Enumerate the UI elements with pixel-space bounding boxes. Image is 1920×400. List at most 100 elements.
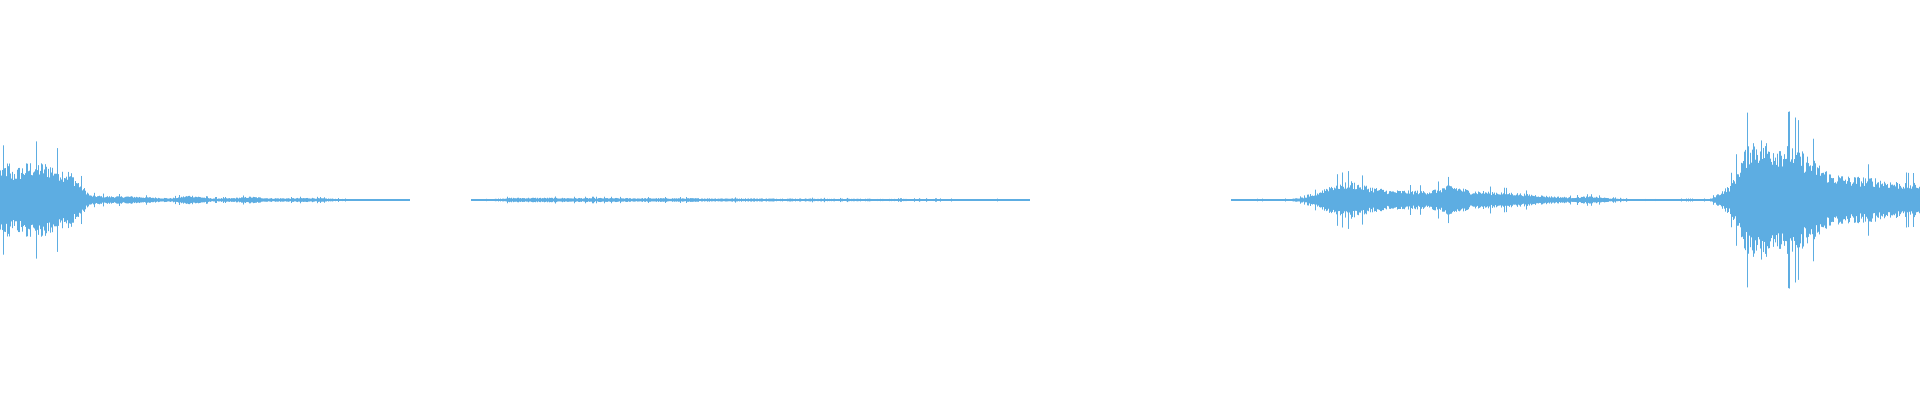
waveform-bar (1464, 191, 1465, 209)
waveform-bar (1873, 186, 1874, 214)
waveform-bar (1419, 193, 1420, 207)
waveform-bar (651, 198, 652, 202)
waveform-bar (1867, 181, 1868, 219)
waveform-bar (159, 198, 160, 202)
waveform-bar (1490, 186, 1491, 214)
waveform-bar (494, 198, 495, 202)
waveform-bar (1508, 194, 1509, 206)
waveform-bar (1577, 195, 1578, 205)
waveform-bar (1688, 198, 1689, 202)
waveform-bar (588, 198, 589, 202)
waveform-bar (650, 198, 651, 202)
waveform-bar (1239, 199, 1240, 201)
waveform-bar (499, 199, 500, 201)
waveform-bar (162, 198, 163, 202)
waveform-bar (1386, 190, 1387, 210)
waveform-bar (1884, 181, 1885, 219)
waveform-bar (612, 198, 613, 202)
waveform-bar (472, 199, 473, 201)
waveform-bar (821, 198, 822, 202)
waveform-bar (1521, 195, 1522, 205)
waveform-bar (1531, 194, 1532, 206)
waveform-bar (37, 170, 38, 230)
waveform-bar (1586, 196, 1587, 204)
waveform-bar (637, 198, 638, 202)
waveform-bar (1886, 185, 1887, 215)
waveform-bar (1379, 190, 1380, 210)
waveform-bar (144, 198, 145, 202)
waveform-bar (600, 197, 601, 203)
waveform-bar (286, 198, 287, 202)
waveform-bar (1679, 199, 1680, 201)
waveform-bar (916, 199, 917, 201)
waveform-bar (363, 199, 364, 201)
waveform-bar (332, 198, 333, 202)
waveform-bar (271, 198, 272, 202)
waveform-bar (1703, 199, 1704, 201)
waveform-bar (404, 199, 405, 201)
waveform-bar (562, 197, 563, 203)
waveform-bar (818, 198, 819, 202)
waveform-bar (1857, 177, 1858, 223)
waveform-bar (1505, 194, 1506, 206)
waveform-bar (371, 199, 372, 201)
waveform-bar (795, 198, 796, 202)
waveform-bar (1879, 187, 1880, 213)
waveform-bar (279, 198, 280, 202)
waveform-bar (1803, 153, 1804, 247)
waveform-bar (202, 197, 203, 203)
waveform-bar (579, 197, 580, 203)
waveform-bar (1522, 195, 1523, 205)
waveform-bar (1390, 191, 1391, 209)
waveform-bar (1536, 196, 1537, 204)
waveform-bar (859, 198, 860, 202)
waveform-bar (1640, 199, 1641, 201)
waveform-bar (931, 199, 932, 201)
waveform-bar (181, 196, 182, 204)
waveform-bar (1742, 163, 1743, 237)
waveform-bar (1467, 190, 1468, 210)
waveform-bar (1414, 191, 1415, 209)
waveform-bar (1466, 189, 1467, 211)
waveform-bar (17, 169, 18, 231)
waveform-bar (1243, 199, 1244, 201)
waveform-bar (679, 198, 680, 202)
waveform-bar (1736, 154, 1737, 246)
waveform-bar (1881, 184, 1882, 216)
waveform-bar (1500, 194, 1501, 206)
waveform-bar (860, 198, 861, 202)
waveform-bar (517, 197, 518, 203)
waveform-bar (1297, 198, 1298, 202)
waveform-bar (28, 171, 29, 229)
waveform-bar (1391, 191, 1392, 209)
waveform-bar (395, 199, 396, 201)
waveform-bar (347, 199, 348, 201)
waveform-bar (101, 196, 102, 204)
waveform-bar (512, 198, 513, 202)
waveform-bar (486, 198, 487, 202)
waveform-bar (757, 198, 758, 202)
waveform-bar (12, 171, 13, 229)
waveform-bar (1675, 199, 1676, 201)
waveform-bar (1026, 199, 1027, 201)
waveform-bar (1425, 193, 1426, 207)
waveform-bar (1576, 197, 1577, 203)
waveform-bar (1305, 197, 1306, 203)
waveform-bar (1492, 192, 1493, 208)
waveform-bar (31, 174, 32, 226)
waveform-bar (378, 199, 379, 201)
waveform-bar (1725, 188, 1726, 212)
waveform-bar (1865, 178, 1866, 222)
waveform-bar (76, 183, 77, 217)
waveform-bar (489, 199, 490, 201)
waveform-bar (1313, 195, 1314, 205)
waveform-bar (943, 199, 944, 201)
waveform-bar (1588, 197, 1589, 203)
waveform-bar (1854, 177, 1855, 223)
waveform-bar (1901, 187, 1902, 213)
waveform-bar (199, 196, 200, 204)
waveform-bar (311, 198, 312, 202)
waveform-bar (74, 186, 75, 214)
waveform-bar (922, 199, 923, 201)
waveform-bar (30, 163, 31, 237)
